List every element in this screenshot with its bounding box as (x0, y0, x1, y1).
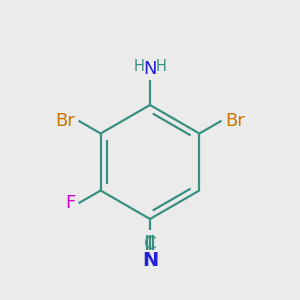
Text: N: N (142, 251, 158, 270)
Text: Br: Br (55, 112, 75, 130)
Text: Br: Br (225, 112, 245, 130)
Text: H: H (133, 59, 144, 74)
Text: C: C (144, 235, 156, 253)
Text: H: H (156, 59, 167, 74)
Text: N: N (143, 60, 157, 78)
Text: F: F (65, 194, 76, 212)
